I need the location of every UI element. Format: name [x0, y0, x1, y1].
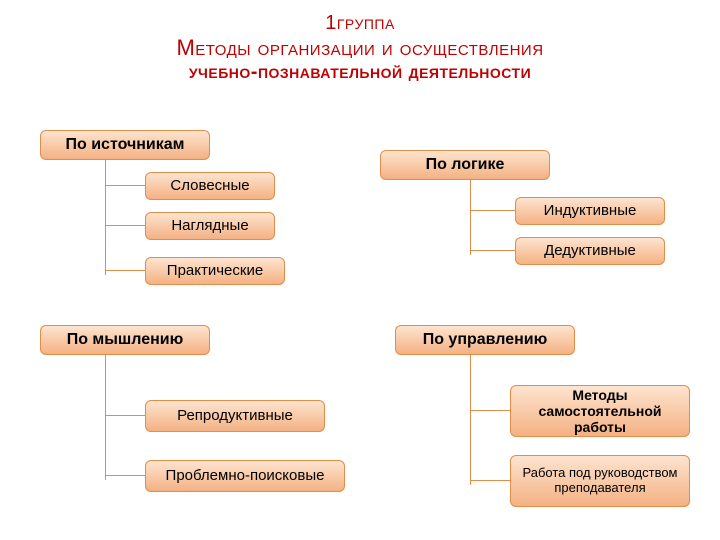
- group3-child1: Работа под руководством преподавателя: [510, 455, 690, 507]
- diagram-title: 1группа Методы организации и осуществлен…: [0, 0, 720, 92]
- group0-trunk: [105, 160, 106, 275]
- title-line-3: учебно-познавательной деятельности: [30, 61, 690, 84]
- title-line-1: 1группа: [30, 12, 690, 35]
- group3-parent: По управлению: [395, 325, 575, 355]
- group1-trunk: [470, 180, 471, 255]
- group3-child0: Методы самостоятельной работы: [510, 385, 690, 437]
- group0-branch2: [105, 270, 145, 271]
- group2-branch0: [105, 415, 145, 416]
- group1-branch1: [470, 250, 515, 251]
- group2-parent: По мышлению: [40, 325, 210, 355]
- group0-child2: Практические: [145, 257, 285, 285]
- group1-child0: Индуктивные: [515, 197, 665, 225]
- group0-branch0: [105, 185, 145, 186]
- group1-child1: Дедуктивные: [515, 237, 665, 265]
- group3-trunk: [470, 355, 471, 485]
- group0-parent: По источникам: [40, 130, 210, 160]
- group0-branch1: [105, 225, 145, 226]
- title-line-2: Методы организации и осуществления: [30, 35, 690, 61]
- group3-branch0: [470, 410, 510, 411]
- group2-branch1: [105, 475, 145, 476]
- group0-child0: Словесные: [145, 172, 275, 200]
- group0-child1: Наглядные: [145, 212, 275, 240]
- group2-trunk: [105, 355, 106, 480]
- group1-branch0: [470, 210, 515, 211]
- group2-child1: Проблемно-поисковые: [145, 460, 345, 492]
- group2-child0: Репродуктивные: [145, 400, 325, 432]
- group1-parent: По логике: [380, 150, 550, 180]
- group3-branch1: [470, 480, 510, 481]
